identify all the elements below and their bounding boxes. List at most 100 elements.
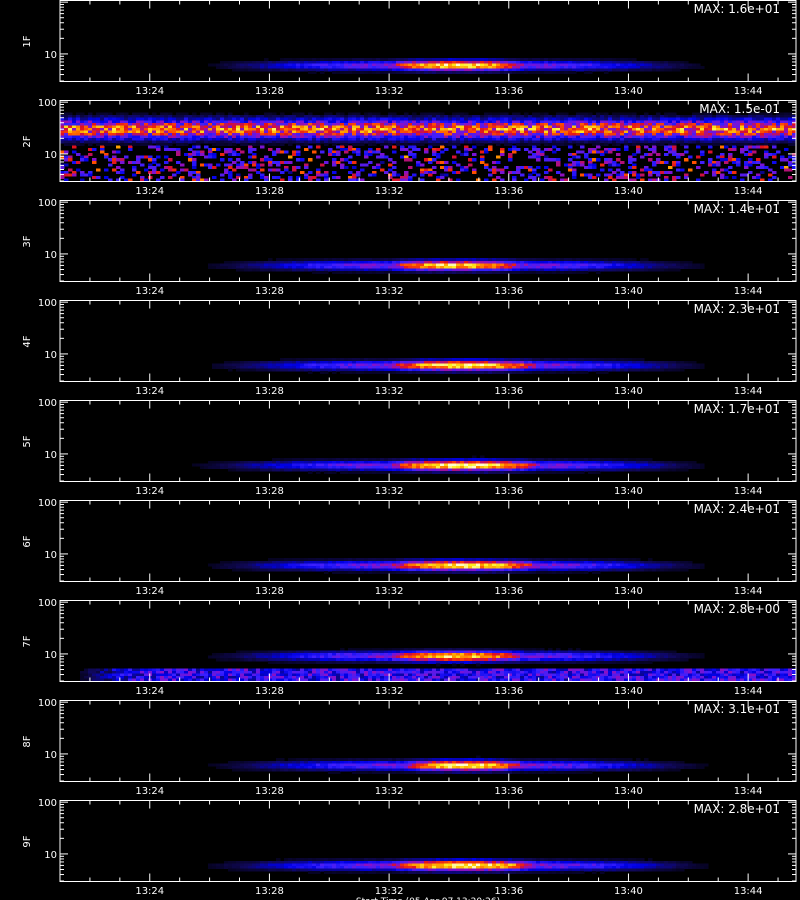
heatmap-cell <box>760 137 765 141</box>
heatmap-cell <box>376 360 381 364</box>
heatmap-cell <box>656 127 661 131</box>
heatmap-cell <box>576 163 581 167</box>
heatmap-cell <box>464 153 469 157</box>
heatmap-cell <box>776 127 781 131</box>
heatmap-cell <box>128 120 133 124</box>
heatmap-cell <box>528 70 533 74</box>
heatmap-cell <box>592 65 597 69</box>
heatmap-cell <box>424 135 429 139</box>
heatmap-cell <box>676 117 681 121</box>
heatmap-cell <box>720 155 725 159</box>
heatmap-cell <box>568 68 573 72</box>
heatmap-cell <box>564 137 569 141</box>
x-tick-label: 13:44 <box>734 286 763 297</box>
heatmap-cell <box>620 58 625 62</box>
heatmap-cell <box>792 135 797 139</box>
heatmap-cell <box>524 122 529 126</box>
heatmap-cell <box>392 70 397 74</box>
heatmap-cell <box>672 150 677 154</box>
heatmap-cell <box>488 127 493 131</box>
heatmap-cell <box>472 68 477 72</box>
heatmap-cell <box>492 60 497 64</box>
heatmap-cell <box>448 130 453 134</box>
heatmap-cell <box>300 268 305 272</box>
heatmap-cell <box>212 122 217 126</box>
heatmap-cell <box>456 130 461 134</box>
heatmap-cell <box>764 122 769 126</box>
heatmap-cell <box>552 120 557 124</box>
heatmap-cell <box>748 125 753 129</box>
heatmap-cell <box>560 127 565 131</box>
heatmap-cell <box>620 140 625 144</box>
heatmap-cell <box>772 125 777 129</box>
heatmap-cell <box>368 135 373 139</box>
heatmap-cell <box>624 130 629 134</box>
heatmap-cell <box>292 360 297 364</box>
heatmap-cell <box>416 363 421 367</box>
heatmap-cell <box>476 137 481 141</box>
heatmap-cell <box>672 63 677 67</box>
heatmap-cell <box>596 115 601 119</box>
heatmap-cell <box>356 365 361 369</box>
heatmap-cell <box>720 135 725 139</box>
heatmap-cell <box>600 168 605 172</box>
heatmap-cell <box>368 263 373 267</box>
heatmap-cell <box>788 115 793 119</box>
heatmap-cell <box>396 265 401 269</box>
heatmap-cell <box>776 122 781 126</box>
heatmap-cell <box>620 268 625 272</box>
heatmap-cell <box>400 143 405 147</box>
heatmap-cell <box>284 268 289 272</box>
heatmap-cell <box>80 127 85 131</box>
heatmap-cell <box>360 120 365 124</box>
heatmap-cell <box>564 258 569 262</box>
heatmap-cell <box>788 135 793 139</box>
heatmap-cell <box>456 120 461 124</box>
heatmap-cell <box>360 168 365 172</box>
heatmap-cell <box>256 122 261 126</box>
heatmap-cell <box>276 125 281 129</box>
heatmap-cell <box>312 365 317 369</box>
heatmap-cell <box>416 130 421 134</box>
heatmap-cell <box>120 115 125 119</box>
heatmap-cell <box>612 178 617 182</box>
heatmap-cell <box>336 150 341 154</box>
heatmap-cell <box>724 158 729 162</box>
heatmap-cell <box>176 153 181 157</box>
heatmap-cell <box>340 65 345 69</box>
heatmap-cell <box>200 137 205 141</box>
heatmap-cell <box>64 158 69 162</box>
heatmap-cell <box>600 117 605 121</box>
heatmap-cell <box>712 122 717 126</box>
heatmap-cell <box>616 173 621 177</box>
heatmap-cell <box>488 70 493 74</box>
heatmap-cell <box>536 117 541 121</box>
heatmap-cell <box>244 140 249 144</box>
heatmap-cell <box>372 117 377 121</box>
heatmap-cell <box>536 127 541 131</box>
heatmap-cell <box>464 112 469 116</box>
heatmap-cell <box>544 68 549 72</box>
heatmap-cell <box>400 115 405 119</box>
heatmap-cell <box>604 173 609 177</box>
heatmap-cell <box>576 160 581 164</box>
heatmap-cell <box>396 65 401 69</box>
heatmap-cell <box>64 140 69 144</box>
heatmap-cell <box>164 137 169 141</box>
heatmap-cell <box>304 115 309 119</box>
heatmap-cell <box>448 268 453 272</box>
heatmap-cell <box>304 65 309 69</box>
heatmap-cell <box>252 155 257 159</box>
heatmap-cell <box>260 363 265 367</box>
heatmap-cell <box>396 143 401 147</box>
heatmap-cell <box>572 153 577 157</box>
heatmap-cell <box>396 263 401 267</box>
heatmap-cell <box>520 63 525 67</box>
heatmap-cell <box>392 58 397 62</box>
heatmap-cell <box>568 115 573 119</box>
heatmap-cell <box>368 132 373 136</box>
heatmap-cell <box>68 117 73 121</box>
heatmap-cell <box>340 70 345 74</box>
heatmap-cell <box>524 127 529 131</box>
heatmap-cell <box>452 170 457 174</box>
